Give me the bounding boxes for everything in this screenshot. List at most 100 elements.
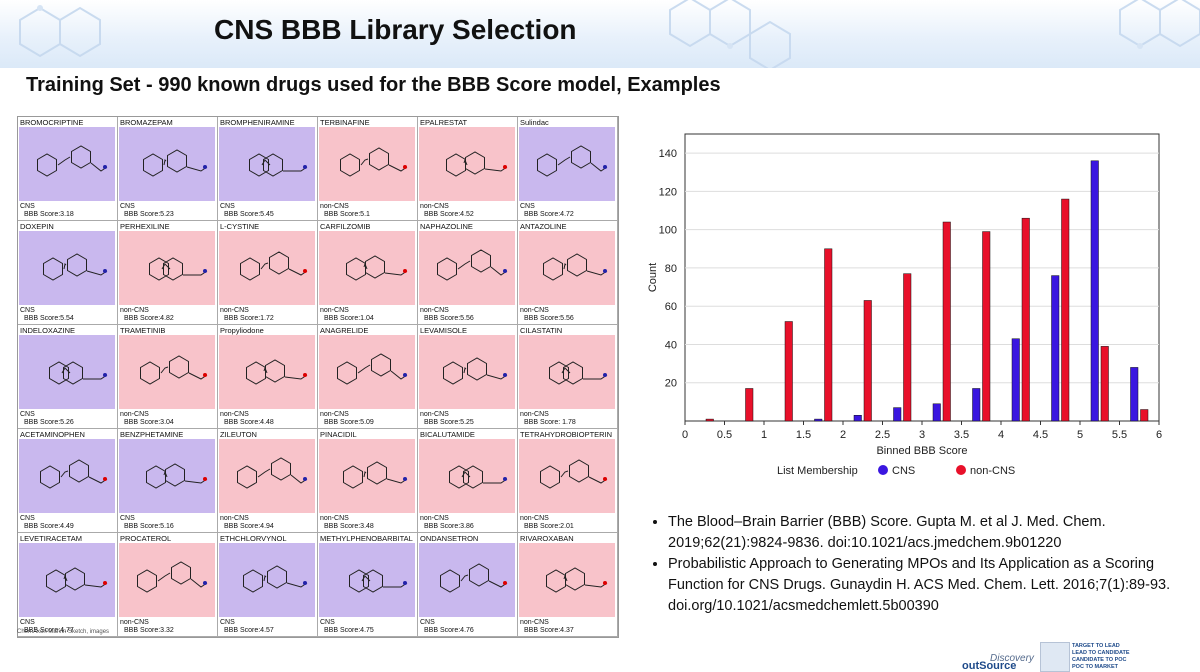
logo-tagline: LEAD TO CANDIDATE [1072, 650, 1130, 656]
molecule-structure-image [19, 543, 115, 617]
molecule-structure-image [519, 127, 615, 201]
bbb-score-label: BBB Score:4.52 [424, 211, 474, 218]
logo-outsource-text: outSource [962, 660, 1017, 672]
molecule-name: ZILEUTON [220, 430, 257, 439]
y-tick-label: 120 [659, 186, 677, 198]
bbb-score-label: BBB Score:4.77 [24, 627, 74, 634]
molecule-name: PINACIDIL [320, 430, 357, 439]
molecule-structure-image [519, 439, 615, 513]
bbb-score-label: BBB Score:5.56 [524, 315, 574, 322]
molecule-name: ACETAMINOPHEN [20, 430, 85, 439]
bbb-score-label: BBB Score:5.45 [224, 211, 274, 218]
discovery-outsource-logo: Discovery outSource TARGET TO LEAD LEAD … [960, 640, 1200, 672]
bar-non-cns [1140, 409, 1149, 422]
cns-class-label: non-CNS [220, 307, 249, 314]
molecule-name: ANTAZOLINE [520, 222, 567, 231]
molecule-card: METHYLPHENOBARBITAL CNS BBB Score:4.75 [318, 533, 418, 637]
molecule-structure-image [319, 439, 415, 513]
cns-class-label: CNS [20, 411, 35, 418]
logo-graphic-icon [1040, 642, 1070, 672]
molecule-card: LEVAMISOLE non-CNS BBB Score:5.25 [418, 325, 518, 429]
x-tick-label: 3 [919, 429, 925, 441]
bbb-score-label: BBB Score:5.16 [124, 523, 174, 530]
bbb-score-label: BBB Score:1.72 [224, 315, 274, 322]
molecule-name: METHYLPHENOBARBITAL [320, 534, 413, 543]
molecule-structure-image [119, 543, 215, 617]
bar-non-cns [745, 388, 754, 422]
molecule-card: NAPHAZOLINE non-CNS BBB Score:5.56 [418, 221, 518, 325]
x-tick-label: 2 [840, 429, 846, 441]
slide-title: CNS BBB Library Selection [214, 14, 577, 45]
molecule-name: TETRAHYDROBIOPTERIN [520, 430, 613, 439]
molecule-name: L-CYSTINE [220, 222, 260, 231]
molecule-card: PROCATEROL non-CNS BBB Score:3.32 [118, 533, 218, 637]
molecule-card: LEVETIRACETAM CNS BBB Score:4.77 [18, 533, 118, 637]
cns-class-label: non-CNS [420, 307, 449, 314]
bbb-score-label: BBB Score:4.76 [424, 627, 474, 634]
bbb-score-label: BBB Score:4.37 [524, 627, 574, 634]
molecule-card: ANTAZOLINE non-CNS BBB Score:5.56 [518, 221, 618, 325]
molecule-card: CARFILZOMIB non-CNS BBB Score:1.04 [318, 221, 418, 325]
cns-class-label: non-CNS [520, 619, 549, 626]
molecule-card: Propyliodone non-CNS BBB Score:4.48 [218, 325, 318, 429]
bbb-score-label: BBB Score:2.01 [524, 523, 574, 530]
molecule-card: BROMOCRIPTINE CNS BBB Score:3.18 [18, 117, 118, 221]
molecule-structure-image [319, 543, 415, 617]
hexagon-pattern-icon [19, 0, 1200, 68]
molecule-name: BROMPHENIRAMINE [220, 118, 295, 127]
molecule-name: PROCATEROL [120, 534, 172, 543]
cns-class-label: non-CNS [420, 203, 449, 210]
molecule-name: PERHEXILINE [120, 222, 170, 231]
molecule-card: PINACIDIL non-CNS BBB Score:3.48 [318, 429, 418, 533]
cns-class-label: non-CNS [320, 307, 349, 314]
molecule-structure-image [419, 127, 515, 201]
molecule-name: LEVETIRACETAM [20, 534, 82, 543]
bar-non-cns [705, 418, 714, 422]
image-credit: ChemAxon Marvin Sketch, images [17, 629, 110, 635]
x-tick-label: 5 [1077, 429, 1083, 441]
molecule-card: ZILEUTON non-CNS BBB Score:4.94 [218, 429, 318, 533]
molecule-name: BENZPHETAMINE [120, 430, 184, 439]
cns-class-label: CNS [20, 307, 35, 314]
molecule-name: BROMOCRIPTINE [20, 118, 84, 127]
x-tick-label: 0.5 [717, 429, 732, 441]
bar-non-cns [1061, 198, 1070, 422]
molecule-card: BROMAZEPAM CNS BBB Score:5.23 [118, 117, 218, 221]
bar-cns [814, 418, 823, 422]
cns-class-label: non-CNS [120, 619, 149, 626]
molecule-structure-image [19, 231, 115, 305]
bbb-score-label: BBB Score:3.32 [124, 627, 174, 634]
molecule-structure-image [119, 335, 215, 409]
cns-class-label: non-CNS [320, 203, 349, 210]
bbb-score-label: BBB Score:5.09 [324, 419, 374, 426]
cns-class-label: CNS [220, 619, 235, 626]
bbb-score-label: BBB Score:5.54 [24, 315, 74, 322]
cns-class-label: CNS [520, 203, 535, 210]
bbb-score-label: BBB Score:3.86 [424, 523, 474, 530]
cns-class-label: CNS [20, 515, 35, 522]
molecule-structure-image [219, 543, 315, 617]
bar-non-cns [863, 300, 872, 422]
logo-tagline: POC TO MARKET [1072, 664, 1119, 670]
molecule-card: TERBINAFINE non-CNS BBB Score:5.1 [318, 117, 418, 221]
molecule-structure-image [519, 231, 615, 305]
molecule-card: ONDANSETRON CNS BBB Score:4.76 [418, 533, 518, 637]
bar-non-cns [1100, 346, 1109, 422]
logo-tagline: CANDIDATE TO POC [1072, 657, 1127, 663]
molecule-structure-image [419, 335, 515, 409]
molecule-card: TETRAHYDROBIOPTERIN non-CNS BBB Score:2.01 [518, 429, 618, 533]
bbb-score-label: BBB Score:4.94 [224, 523, 274, 530]
molecule-structure-image [219, 439, 315, 513]
bbb-score-label: BBB Score:5.25 [424, 419, 474, 426]
references: The Blood–Brain Barrier (BBB) Score. Gup… [642, 512, 1172, 617]
reference-item: Probabilistic Approach to Generating MPO… [668, 554, 1172, 617]
molecule-structure-image [419, 231, 515, 305]
bbb-score-label: BBB Score:3.18 [24, 211, 74, 218]
x-tick-label: 6 [1156, 429, 1162, 441]
bar-non-cns [784, 321, 793, 422]
molecule-card: L-CYSTINE non-CNS BBB Score:1.72 [218, 221, 318, 325]
legend-label: non-CNS [970, 465, 1015, 477]
molecule-name: CARFILZOMIB [320, 222, 371, 231]
molecule-card: EPALRESTAT non-CNS BBB Score:4.52 [418, 117, 518, 221]
molecule-structure-image [19, 127, 115, 201]
